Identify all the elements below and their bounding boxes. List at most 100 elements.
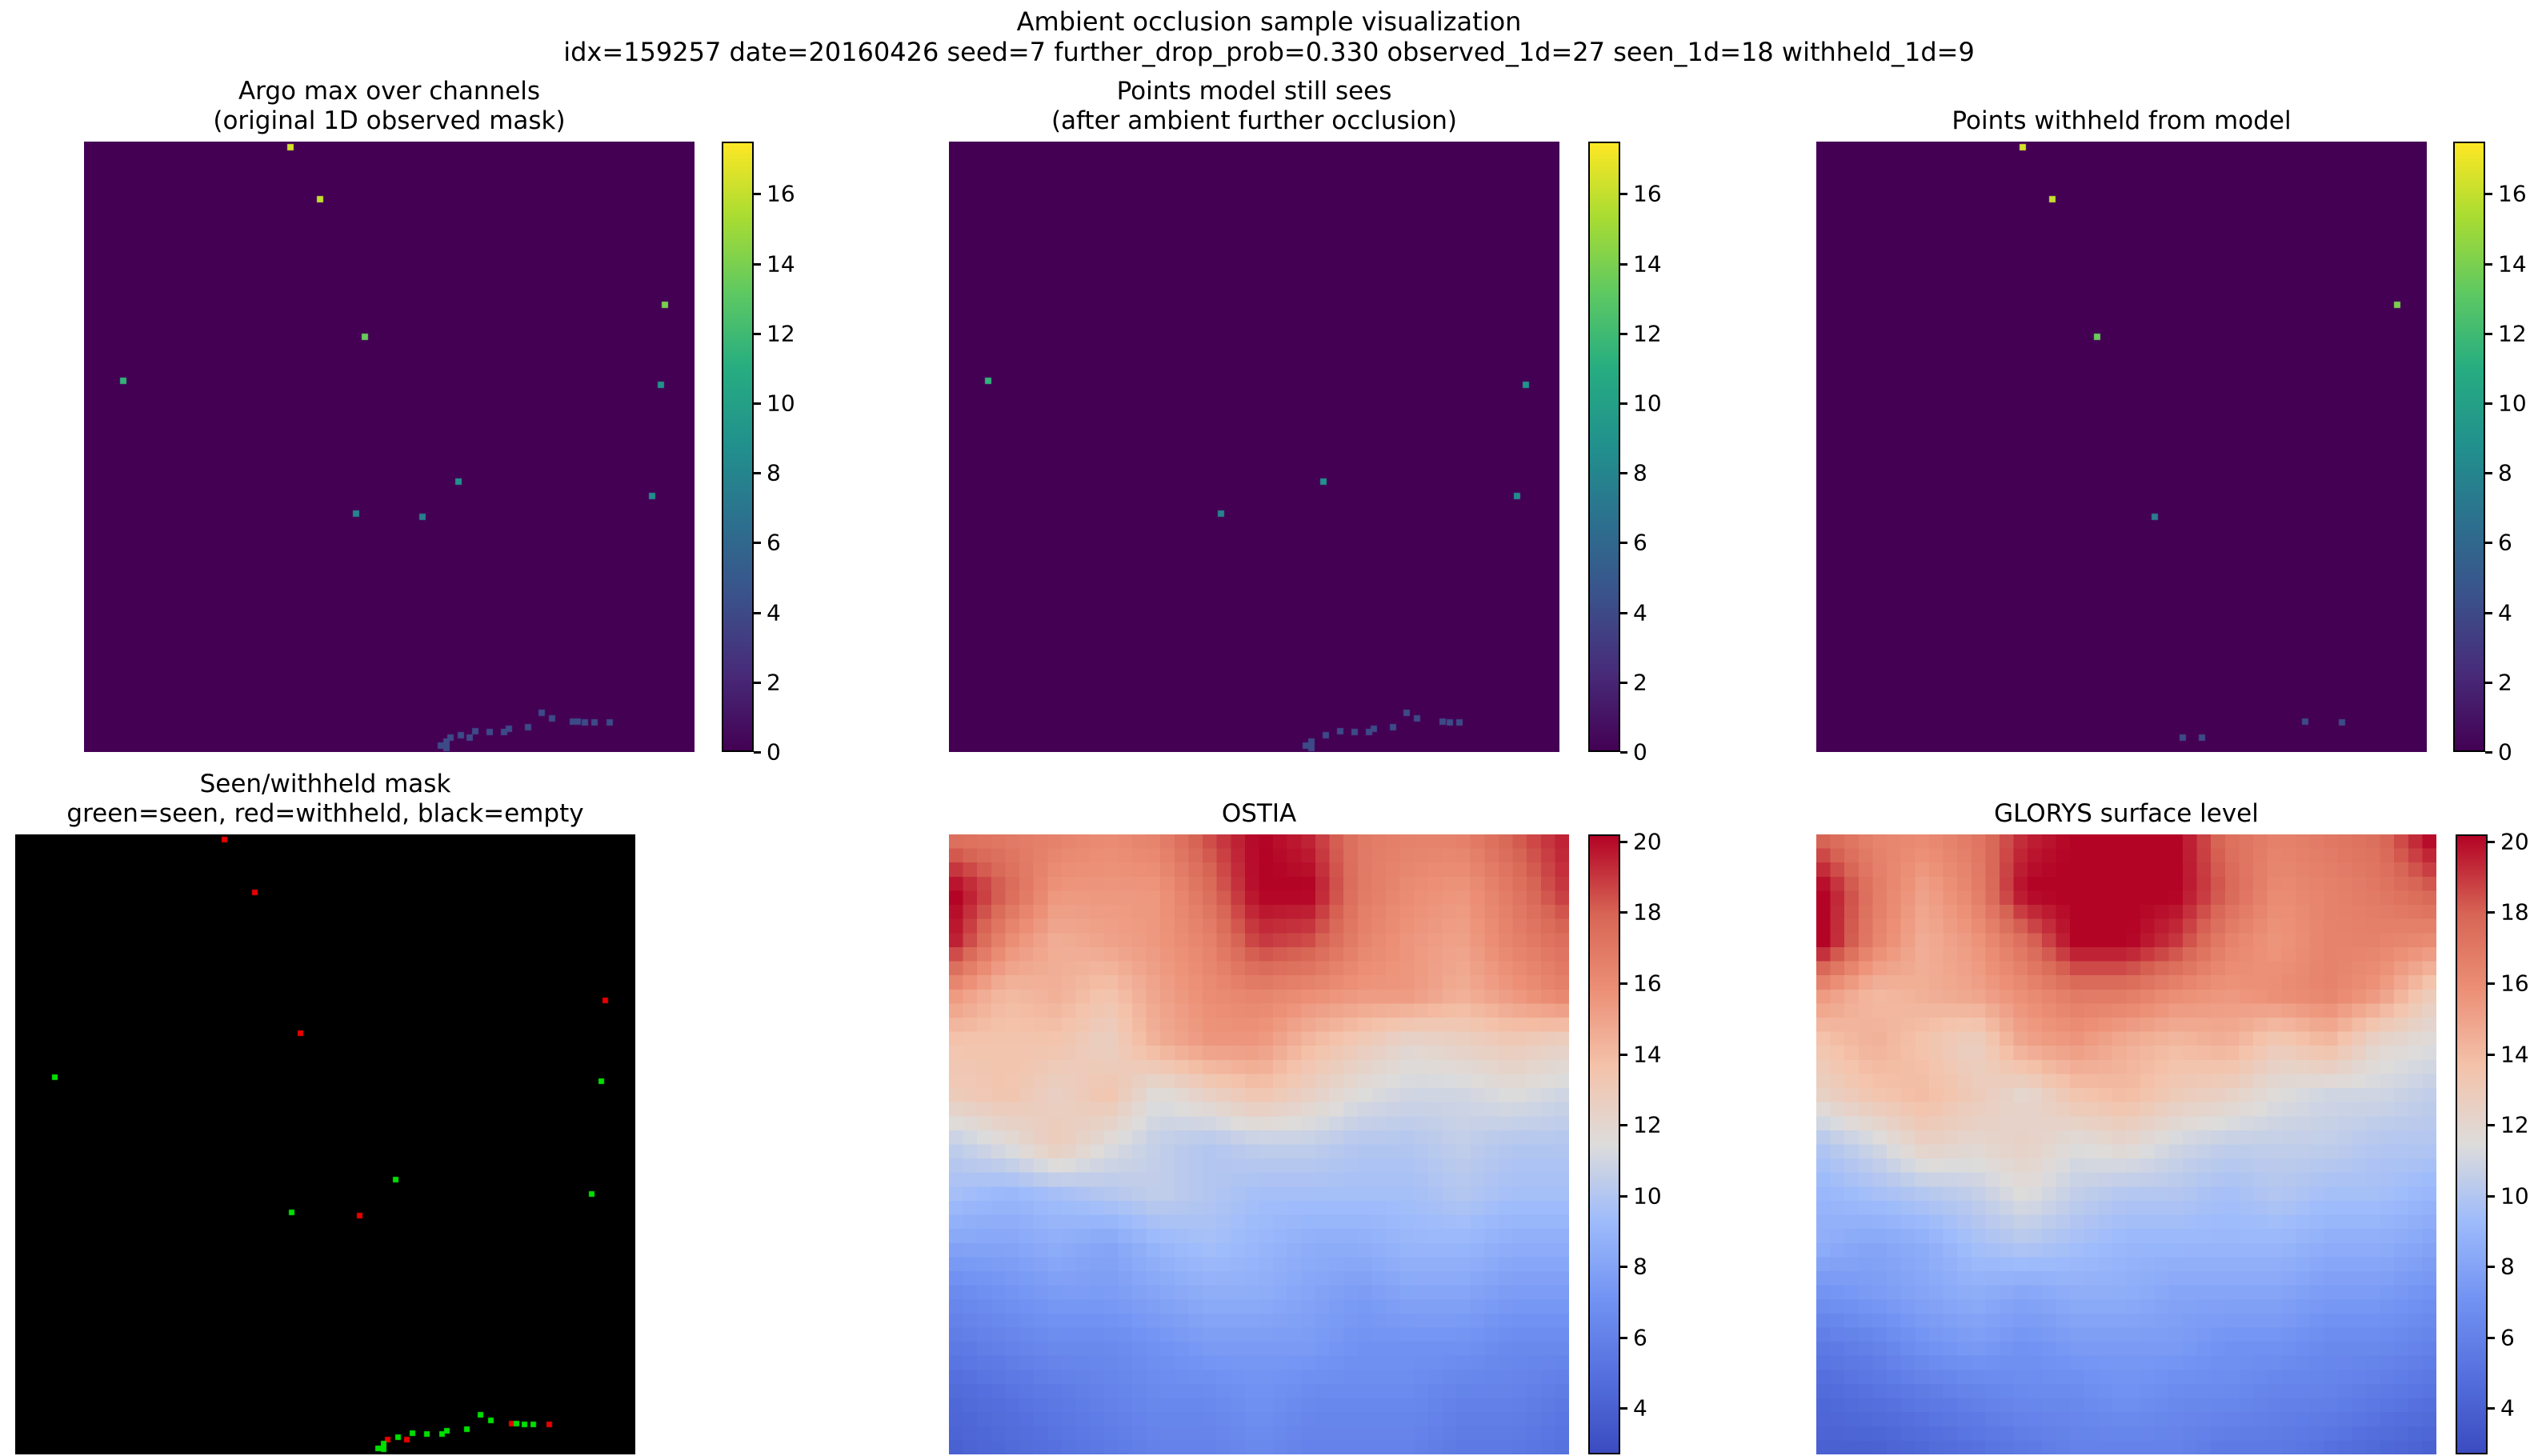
colorbar-tick-mark bbox=[754, 612, 761, 614]
argo-observed-heatmap bbox=[84, 142, 695, 752]
colorbar-tick-label: 14 bbox=[1633, 1041, 1662, 1068]
colorbar-tick-mark bbox=[2485, 402, 2492, 405]
colorbar-tick-mark bbox=[1620, 1337, 1627, 1339]
title-line: Points model still sees bbox=[1116, 77, 1392, 106]
colorbar-tick-mark bbox=[1620, 193, 1627, 195]
colorbar-tick-label: 12 bbox=[2498, 320, 2527, 347]
colorbar-tick-label: 4 bbox=[2498, 599, 2512, 626]
colorbar-gradient bbox=[1588, 142, 1620, 752]
glorys-sst-heatmap bbox=[1816, 834, 2436, 1454]
colorbar-ostia: 20 18 16 14 12 10 8 6 4 bbox=[1588, 829, 1662, 1454]
colorbar-tick-mark bbox=[1620, 1407, 1627, 1410]
colorbar-tick-mark bbox=[754, 682, 761, 684]
colorbar-tick-mark bbox=[2485, 333, 2492, 335]
colorbar-tick-mark bbox=[2485, 193, 2492, 195]
colorbar-tick-label: 10 bbox=[2500, 1182, 2529, 1210]
colorbar-points-withheld: 16 14 12 10 8 6 4 2 0 bbox=[2453, 142, 2527, 766]
colorbar-tick-label: 4 bbox=[1633, 1394, 1647, 1422]
colorbar-tick-mark bbox=[1620, 751, 1627, 754]
colorbar-tick-label: 10 bbox=[1633, 390, 1662, 417]
ostia-sst-heatmap bbox=[949, 834, 1569, 1454]
colorbar-tick-label: 16 bbox=[1633, 970, 1662, 997]
colorbar-tick-mark bbox=[1620, 402, 1627, 405]
colorbar-tick-label: 6 bbox=[2500, 1324, 2515, 1351]
colorbar-tick-mark bbox=[1620, 1054, 1627, 1056]
colorbar-tick-label: 12 bbox=[1633, 320, 1662, 347]
colorbar-tick-mark bbox=[1620, 982, 1627, 985]
colorbar-tick-label: 4 bbox=[2500, 1394, 2515, 1422]
title-line: Argo max over channels bbox=[238, 77, 541, 106]
panel-title-ostia: OSTIA bbox=[949, 799, 1569, 829]
colorbar-tick-label: 8 bbox=[2500, 1253, 2515, 1280]
colorbar-tick-label: 4 bbox=[1633, 599, 1647, 626]
colorbar-tick-label: 10 bbox=[767, 390, 795, 417]
title-line: Points withheld from model bbox=[1952, 106, 2292, 135]
colorbar-tick-mark bbox=[2488, 841, 2495, 843]
colorbar-gradient bbox=[2456, 834, 2488, 1454]
colorbar-tick-label: 2 bbox=[767, 669, 781, 696]
panel-title-glorys: GLORYS surface level bbox=[1816, 799, 2436, 829]
colorbar-tick-mark bbox=[1620, 841, 1627, 843]
panel-title-argo-observed: Argo max over channels (original 1D obser… bbox=[84, 77, 695, 136]
colorbar-tick-label: 14 bbox=[1633, 250, 1662, 278]
colorbar-tick-mark bbox=[754, 542, 761, 544]
colorbar-tick-mark bbox=[2485, 751, 2492, 754]
colorbar-tick-mark bbox=[1620, 263, 1627, 266]
colorbar-tick-label: 20 bbox=[2500, 828, 2529, 855]
colorbar-tick-mark bbox=[2488, 1124, 2495, 1126]
colorbar-tick-mark bbox=[1620, 1124, 1627, 1126]
colorbar-tick-label: 10 bbox=[2498, 390, 2527, 417]
colorbar-tick-mark bbox=[1620, 542, 1627, 544]
colorbar-tick-mark bbox=[1620, 612, 1627, 614]
colorbar-tick-label: 2 bbox=[1633, 669, 1647, 696]
colorbar-tick-label: 8 bbox=[1633, 459, 1647, 486]
panel-title-points-seen: Points model still sees (after ambient fu… bbox=[949, 77, 1559, 136]
colorbar-tick-label: 8 bbox=[2498, 459, 2512, 486]
colorbar-tick-mark bbox=[2488, 1195, 2495, 1198]
title-line: (after ambient further occlusion) bbox=[1051, 106, 1458, 135]
colorbar-tick-label: 10 bbox=[1633, 1182, 1662, 1210]
colorbar-tick-label: 6 bbox=[1633, 1324, 1647, 1351]
colorbar-tick-label: 0 bbox=[1633, 738, 1647, 766]
figure-suptitle: Ambient occlusion sample visualization bbox=[1016, 6, 1522, 37]
colorbar-tick-mark bbox=[2488, 1337, 2495, 1339]
seen-withheld-mask-plot bbox=[15, 834, 635, 1454]
title-line: (original 1D observed mask) bbox=[213, 106, 566, 135]
colorbar-tick-mark bbox=[754, 751, 761, 754]
colorbar-tick-label: 0 bbox=[2498, 738, 2512, 766]
colorbar-tick-mark bbox=[754, 263, 761, 266]
colorbar-tick-mark bbox=[754, 193, 761, 195]
colorbar-gradient bbox=[722, 142, 754, 752]
colorbar-tick-label: 6 bbox=[1633, 529, 1647, 556]
colorbar-tick-label: 18 bbox=[1633, 898, 1662, 926]
colorbar-tick-label: 14 bbox=[2498, 250, 2527, 278]
points-seen-heatmap bbox=[949, 142, 1559, 752]
colorbar-tick-label: 14 bbox=[2500, 1041, 2529, 1068]
colorbar-tick-label: 12 bbox=[767, 320, 795, 347]
points-withheld-heatmap bbox=[1816, 142, 2427, 752]
colorbar-tick-label: 6 bbox=[2498, 529, 2512, 556]
colorbar-tick-mark bbox=[2485, 612, 2492, 614]
colorbar-tick-label: 6 bbox=[767, 529, 781, 556]
figure-subtitle: idx=159257 date=20160426 seed=7 further_… bbox=[563, 37, 1975, 67]
title-line: GLORYS surface level bbox=[1994, 799, 2259, 828]
panel-title-mask: Seen/withheld mask green=seen, red=withhe… bbox=[15, 770, 635, 829]
title-line: Seen/withheld mask bbox=[199, 770, 451, 798]
colorbar-tick-mark bbox=[2488, 1407, 2495, 1410]
colorbar-tick-mark bbox=[1620, 1195, 1627, 1198]
colorbar-tick-label: 12 bbox=[2500, 1111, 2529, 1138]
colorbar-tick-label: 16 bbox=[2498, 180, 2527, 207]
colorbar-tick-mark bbox=[2485, 682, 2492, 684]
colorbar-tick-mark bbox=[2485, 472, 2492, 474]
colorbar-tick-label: 20 bbox=[1633, 828, 1662, 855]
colorbar-tick-mark bbox=[1620, 333, 1627, 335]
colorbar-tick-mark bbox=[754, 333, 761, 335]
colorbar-tick-mark bbox=[2488, 911, 2495, 914]
colorbar-tick-label: 2 bbox=[2498, 669, 2512, 696]
colorbar-tick-label: 16 bbox=[767, 180, 795, 207]
colorbar-tick-mark bbox=[1620, 472, 1627, 474]
colorbar-tick-label: 8 bbox=[1633, 1253, 1647, 1280]
colorbar-tick-label: 12 bbox=[1633, 1111, 1662, 1138]
colorbar-tick-mark bbox=[1620, 682, 1627, 684]
colorbar-tick-label: 18 bbox=[2500, 898, 2529, 926]
